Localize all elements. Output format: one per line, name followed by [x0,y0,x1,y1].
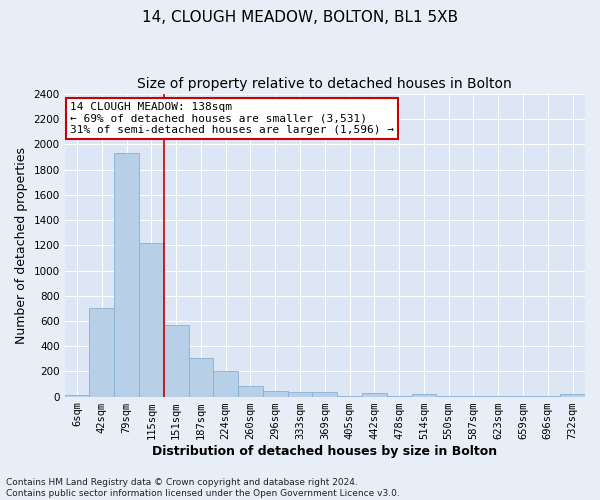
Bar [65,394,89,396]
Text: 14, CLOUGH MEADOW, BOLTON, BL1 5XB: 14, CLOUGH MEADOW, BOLTON, BL1 5XB [142,10,458,25]
Bar [89,308,114,396]
Bar [188,358,214,397]
Title: Size of property relative to detached houses in Bolton: Size of property relative to detached ho… [137,78,512,92]
Text: Contains HM Land Registry data © Crown copyright and database right 2024.
Contai: Contains HM Land Registry data © Crown c… [6,478,400,498]
Bar [139,243,164,396]
Bar [412,394,436,396]
Bar [313,392,337,396]
Bar [560,394,585,396]
X-axis label: Distribution of detached houses by size in Bolton: Distribution of detached houses by size … [152,444,497,458]
Y-axis label: Number of detached properties: Number of detached properties [15,147,28,344]
Bar [114,154,139,396]
Text: 14 CLOUGH MEADOW: 138sqm
← 69% of detached houses are smaller (3,531)
31% of sem: 14 CLOUGH MEADOW: 138sqm ← 69% of detach… [70,102,394,135]
Bar [287,392,313,396]
Bar [263,391,287,396]
Bar [214,372,238,396]
Bar [362,393,387,396]
Bar [164,324,188,396]
Bar [238,386,263,396]
